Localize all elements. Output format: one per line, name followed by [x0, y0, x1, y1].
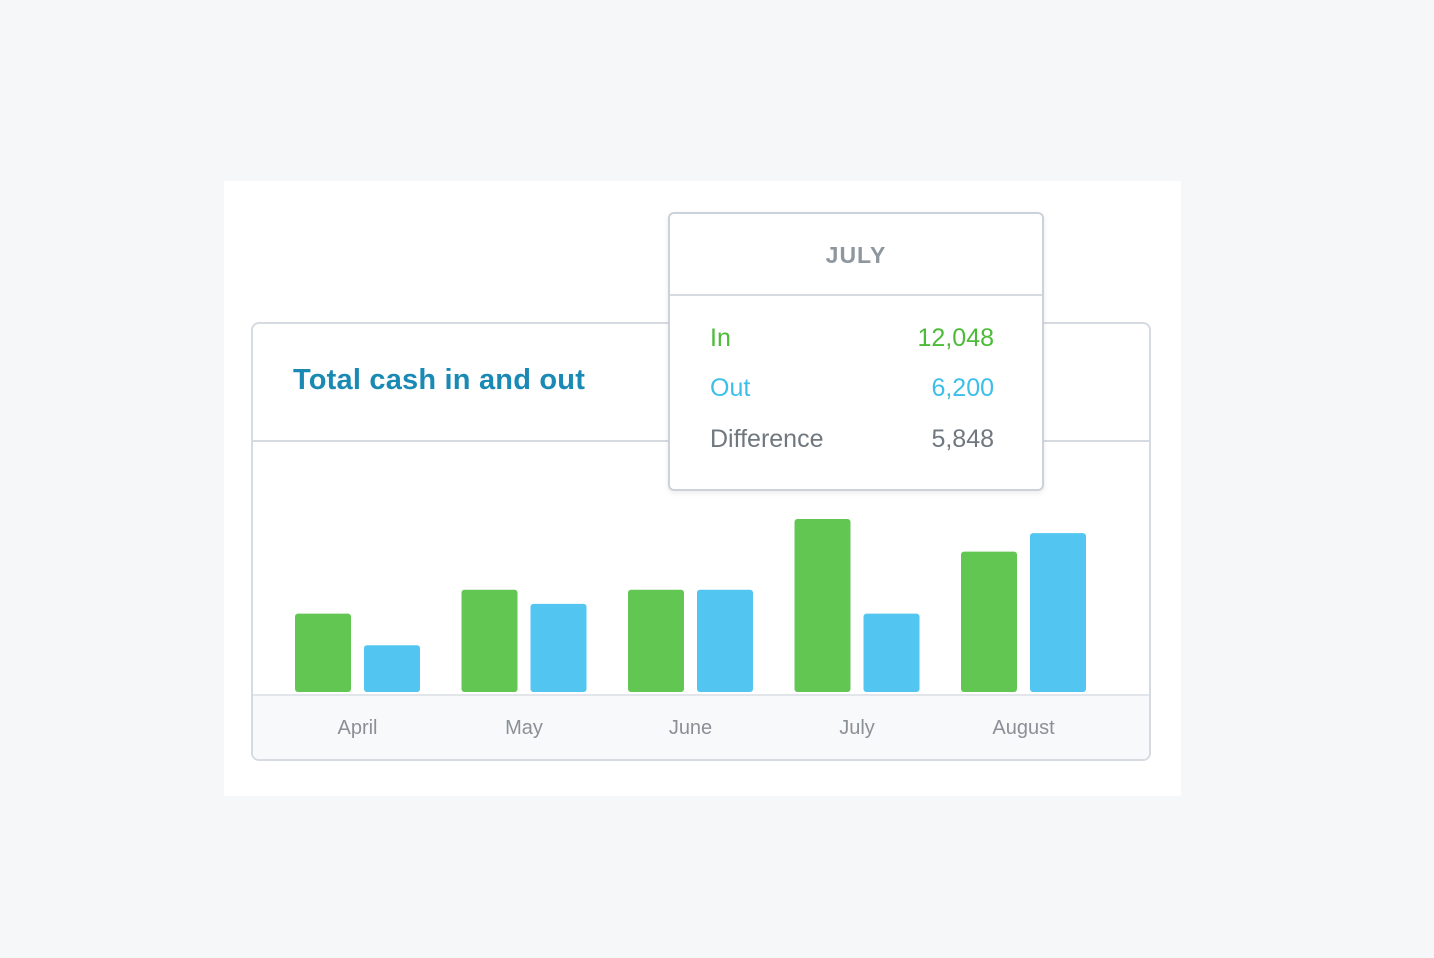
- tooltip-row-in: In 12,048: [710, 324, 994, 356]
- tooltip-out-value: 6,200: [931, 374, 994, 402]
- tooltip-in-value: 12,048: [917, 324, 994, 352]
- bar-in-august[interactable]: [961, 551, 1017, 692]
- bar-out-may[interactable]: [530, 603, 587, 692]
- bar-in-july[interactable]: [794, 519, 851, 692]
- bar-in-april[interactable]: [295, 613, 351, 692]
- x-axis-band: [253, 694, 1149, 759]
- tooltip-header: JULY: [670, 214, 1042, 296]
- tooltip-difference-label: Difference: [710, 425, 824, 453]
- tooltip-row-difference: Difference 5,848: [710, 425, 994, 457]
- bar-in-june[interactable]: [628, 589, 684, 692]
- tick-label-august: August: [992, 717, 1055, 739]
- bar-out-august[interactable]: [1030, 533, 1086, 692]
- tick-label-june: June: [668, 717, 713, 739]
- tooltip-out-label: Out: [710, 374, 751, 402]
- tooltip-row-out: Out 6,200: [710, 374, 994, 406]
- tick-label-may: May: [505, 717, 543, 739]
- tick-label-april: April: [337, 717, 378, 739]
- tooltip-difference-value: 5,848: [931, 425, 994, 453]
- tooltip-title: JULY: [825, 242, 887, 268]
- bar-in-may[interactable]: [461, 589, 518, 692]
- tick-label-july: July: [839, 717, 875, 739]
- bar-out-july[interactable]: [863, 613, 920, 692]
- bar-out-april[interactable]: [364, 645, 420, 692]
- bar-out-june[interactable]: [697, 589, 753, 692]
- card-title: Total cash in and out: [293, 364, 586, 396]
- tooltip-in-label: In: [710, 324, 731, 352]
- month-tooltip: JULY In 12,048 Out 6,200 Difference 5,84…: [668, 212, 1044, 491]
